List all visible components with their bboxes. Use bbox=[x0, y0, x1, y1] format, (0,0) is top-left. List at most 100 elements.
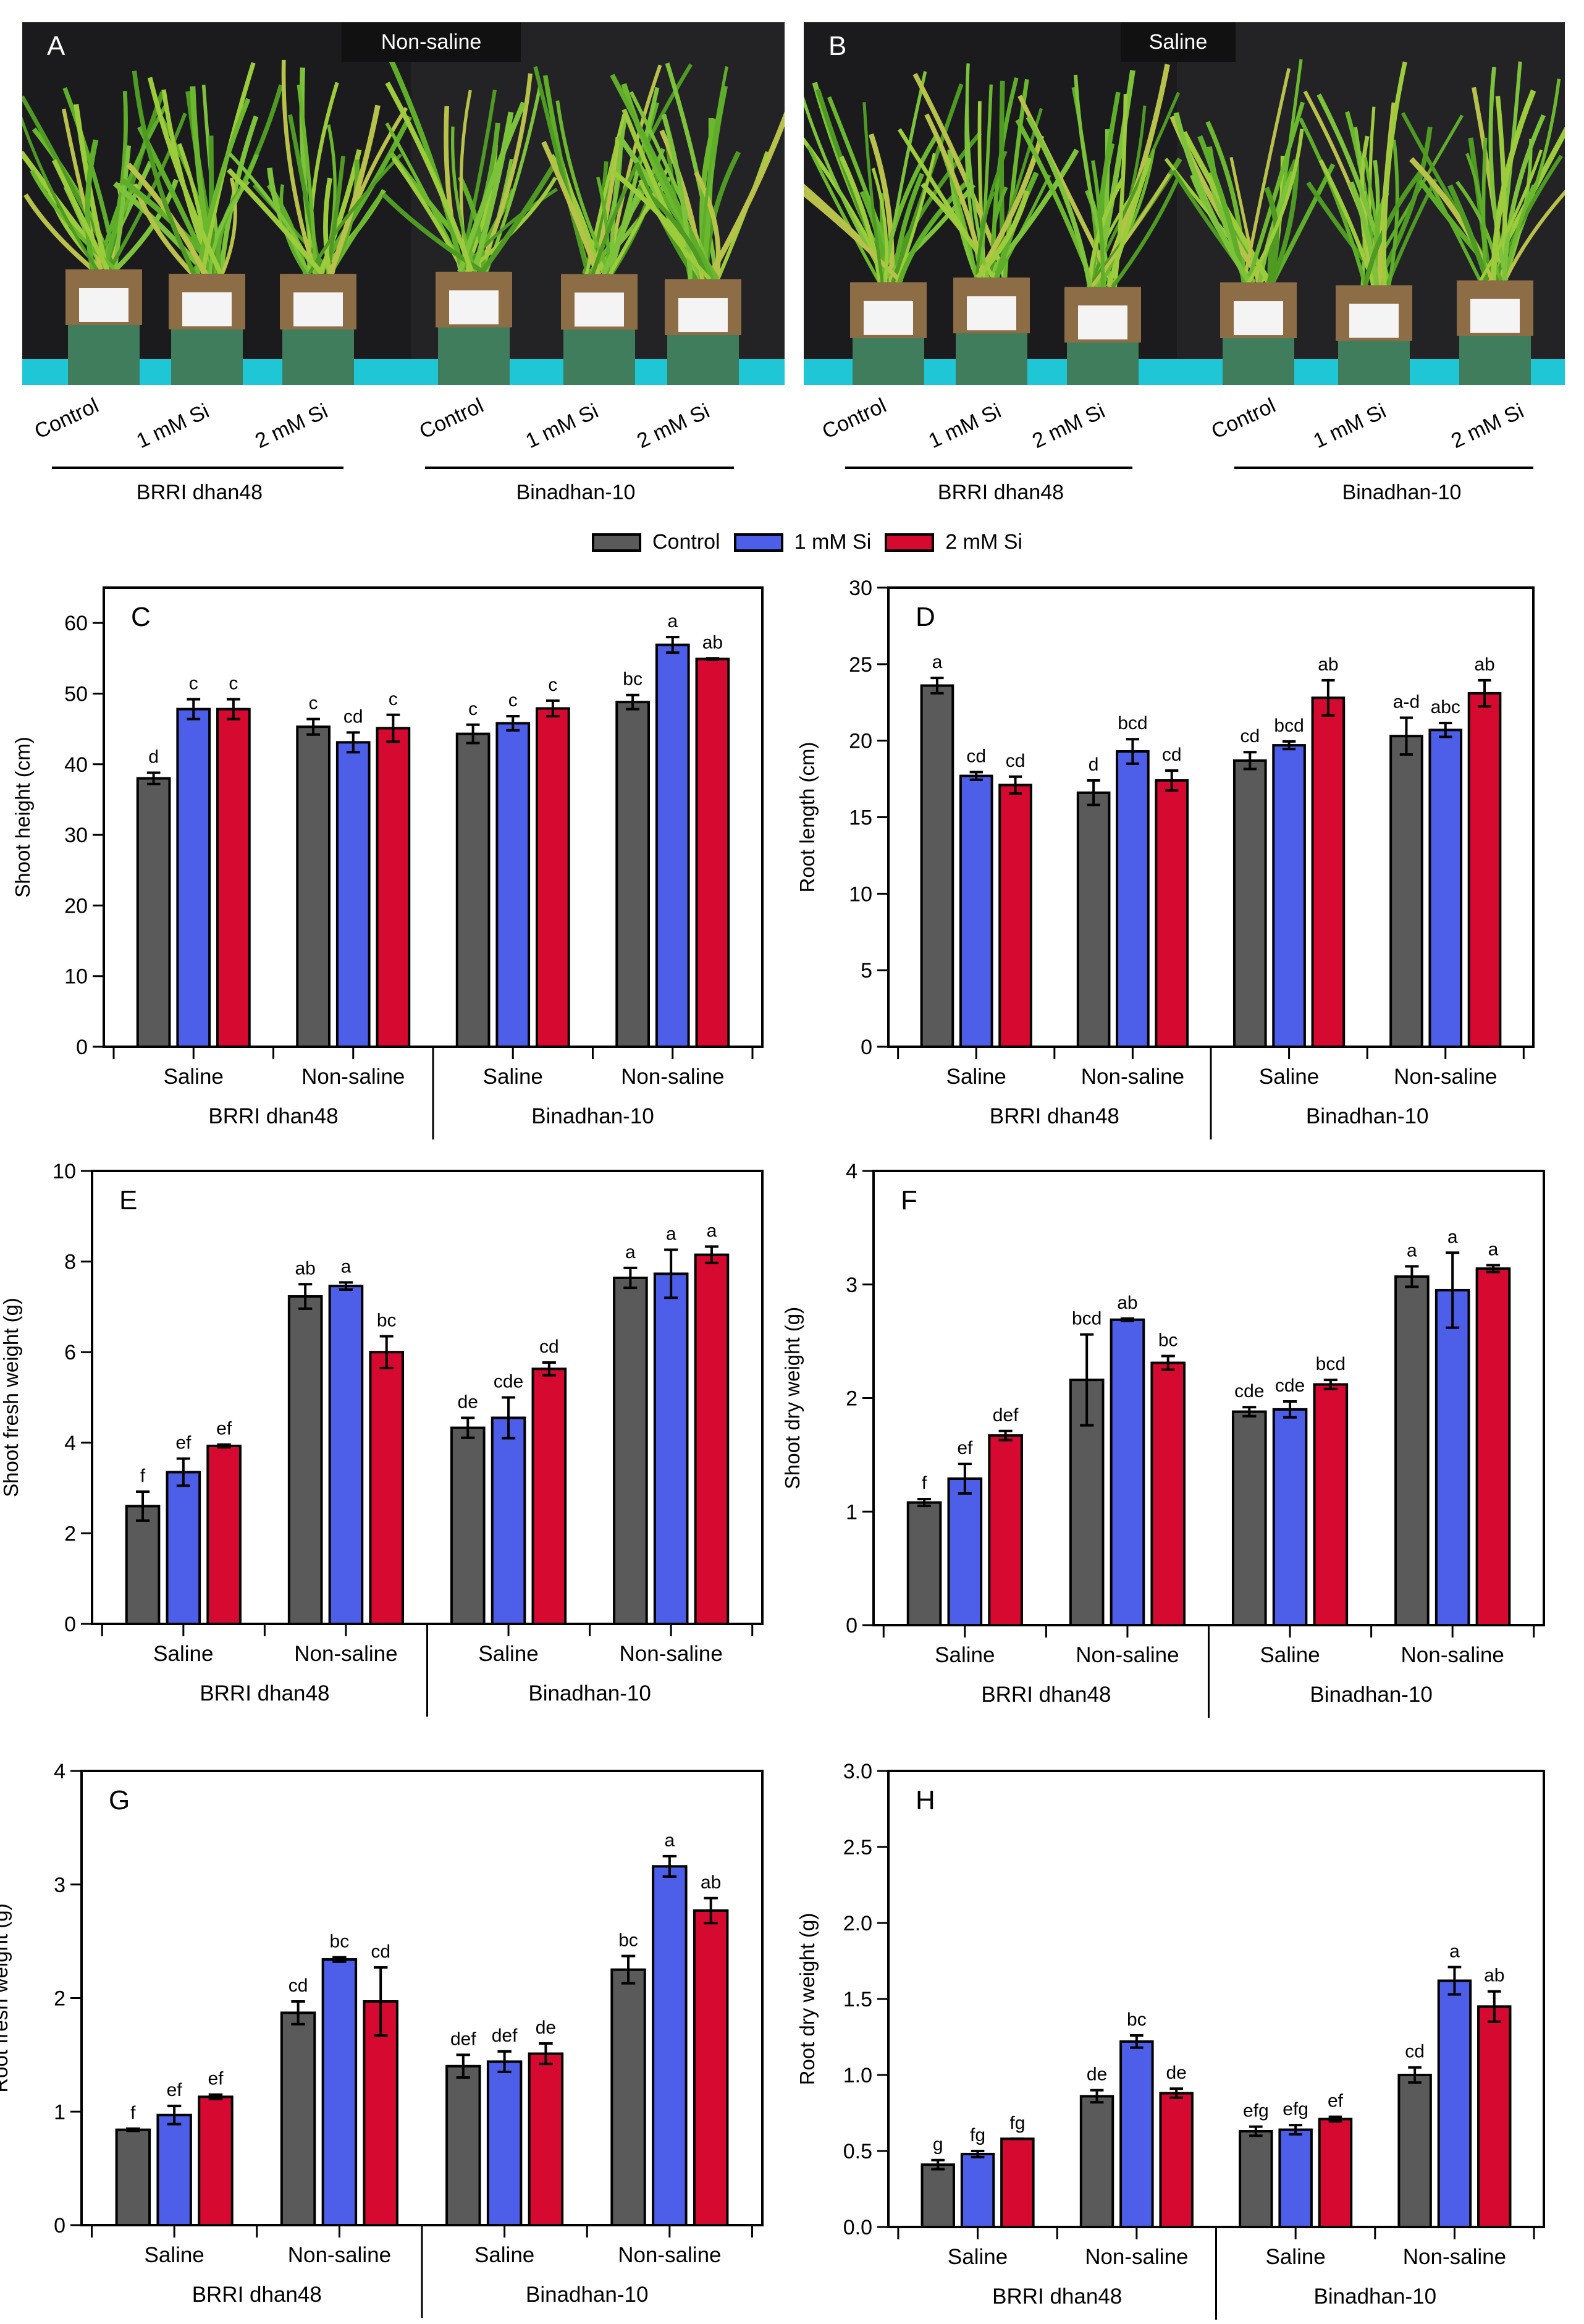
significance-letter: cd bbox=[1240, 726, 1260, 746]
rice-leaf bbox=[388, 58, 465, 273]
significance-letter: ef bbox=[167, 2080, 183, 2100]
y-tick-label: 10 bbox=[53, 1160, 76, 1183]
panel-letter: D bbox=[916, 602, 935, 632]
y-tick-label: 50 bbox=[64, 682, 88, 706]
rice-plants-photo bbox=[22, 22, 785, 385]
rice-leaf bbox=[1503, 190, 1565, 282]
significance-letter: ab bbox=[1117, 1293, 1137, 1313]
y-tick-label: 2.5 bbox=[843, 1836, 872, 1859]
significance-letter: ab bbox=[1474, 654, 1494, 675]
pot-label-tag bbox=[293, 292, 343, 327]
legend-item-2mm: 2 mM Si bbox=[885, 530, 1022, 554]
x-category-label: Saline bbox=[946, 1065, 1006, 1089]
rice-leaf bbox=[1270, 163, 1336, 284]
y-axis-title: Root fresh weight (g) bbox=[0, 1903, 12, 2092]
significance-letter: c bbox=[548, 675, 557, 695]
cultivar-label: Binadhan-10 bbox=[1306, 1104, 1429, 1128]
significance-letter: bcd bbox=[1316, 1354, 1346, 1374]
cultivar-label: BRRI dhan48 bbox=[208, 1104, 338, 1128]
significance-letter: def bbox=[450, 2029, 476, 2049]
x-category-label: Saline bbox=[1259, 1065, 1319, 1089]
y-tick-label: 30 bbox=[64, 824, 88, 847]
rice-leaf bbox=[85, 139, 99, 270]
rice-leaf bbox=[1026, 116, 1092, 288]
rice-leaf bbox=[609, 156, 675, 275]
bar bbox=[1116, 750, 1150, 1048]
cultivar-label: Binadhan-10 bbox=[528, 1681, 651, 1705]
rice-leaf bbox=[533, 65, 590, 275]
bar bbox=[1475, 1267, 1511, 1626]
bar bbox=[166, 1471, 201, 1626]
rice-leaf bbox=[1264, 187, 1279, 284]
bar bbox=[1110, 1318, 1145, 1626]
rice-leaf bbox=[804, 190, 903, 284]
rice-leaf bbox=[882, 70, 927, 283]
bar bbox=[115, 2128, 151, 2226]
cultivar-label: BRRI dhan48 bbox=[200, 1681, 329, 1705]
rice-leaf bbox=[1173, 112, 1252, 284]
significance-letter: bc bbox=[330, 1931, 350, 1951]
bar bbox=[1272, 744, 1306, 1048]
rice-leaf bbox=[871, 167, 888, 283]
bar bbox=[655, 643, 690, 1048]
y-tick-label: 3 bbox=[846, 1274, 857, 1297]
y-tick-label: 2.0 bbox=[843, 1912, 872, 1935]
bar bbox=[1239, 2130, 1273, 2229]
rice-leaf bbox=[1481, 137, 1488, 281]
significance-letter: ab bbox=[702, 632, 723, 653]
panel-letter: A bbox=[47, 31, 65, 61]
bar bbox=[296, 725, 331, 1048]
rice-leaf bbox=[1074, 74, 1115, 288]
bar bbox=[1437, 1979, 1472, 2228]
x-category-label: Saline bbox=[935, 1643, 995, 1667]
significance-letter: cd bbox=[1006, 751, 1026, 771]
cultivar-label: Binadhan-10 bbox=[516, 481, 636, 504]
panel-letter: G bbox=[109, 1785, 130, 1815]
significance-letter: c bbox=[189, 674, 198, 694]
rice-leaf bbox=[1447, 184, 1489, 282]
significance-letter: cd bbox=[289, 1975, 308, 1996]
rice-leaf bbox=[51, 159, 110, 271]
chart-g: 0 1 2 3 4 Root fresh weight (g) f cd def bc ef bc de… bbox=[0, 1760, 764, 2318]
bar bbox=[615, 701, 650, 1048]
rice-leaf bbox=[862, 102, 884, 283]
significance-letter: cde bbox=[1234, 1381, 1264, 1401]
bar bbox=[369, 1351, 405, 1625]
significance-letter: cd bbox=[1162, 745, 1182, 765]
y-tick-label: 0 bbox=[54, 2214, 65, 2237]
rice-leaf bbox=[1106, 157, 1152, 288]
x-category-label: Non-saline bbox=[288, 2243, 391, 2267]
legend-swatch bbox=[885, 533, 935, 552]
significance-letter: a bbox=[665, 1830, 675, 1851]
bar bbox=[1079, 2095, 1114, 2228]
x-category-label: Non-saline bbox=[1401, 1643, 1504, 1667]
y-tick-label: 1 bbox=[54, 2100, 65, 2124]
rice-leaf bbox=[975, 150, 1008, 278]
significance-letter: def bbox=[993, 1405, 1019, 1426]
rice-leaf bbox=[839, 155, 883, 283]
bar bbox=[450, 1426, 486, 1626]
y-tick-label: 4 bbox=[54, 1760, 65, 1783]
bar bbox=[1313, 1383, 1349, 1626]
rice-leaf bbox=[1270, 159, 1299, 284]
x-category-label: Non-saline bbox=[301, 1065, 405, 1089]
bar bbox=[280, 2011, 316, 2226]
bar bbox=[528, 2052, 564, 2227]
y-tick-label: 15 bbox=[849, 806, 872, 830]
significance-letter: bcd bbox=[1274, 716, 1304, 736]
bar bbox=[206, 1444, 242, 1625]
significance-letter: a bbox=[1449, 1941, 1460, 1961]
cultivar-bracket-line bbox=[1234, 467, 1533, 469]
y-tick-label: 0 bbox=[76, 1036, 88, 1059]
legend-swatch bbox=[733, 533, 783, 552]
bar bbox=[136, 777, 171, 1048]
legend-swatch bbox=[592, 533, 641, 552]
y-tick-label: 20 bbox=[64, 894, 88, 918]
legend-label: 1 mM Si bbox=[794, 530, 872, 554]
y-tick-label: 5 bbox=[861, 959, 872, 982]
x-category-label: Saline bbox=[144, 2243, 204, 2267]
significance-letter: f bbox=[140, 1466, 146, 1486]
significance-letter: a bbox=[341, 1256, 352, 1277]
